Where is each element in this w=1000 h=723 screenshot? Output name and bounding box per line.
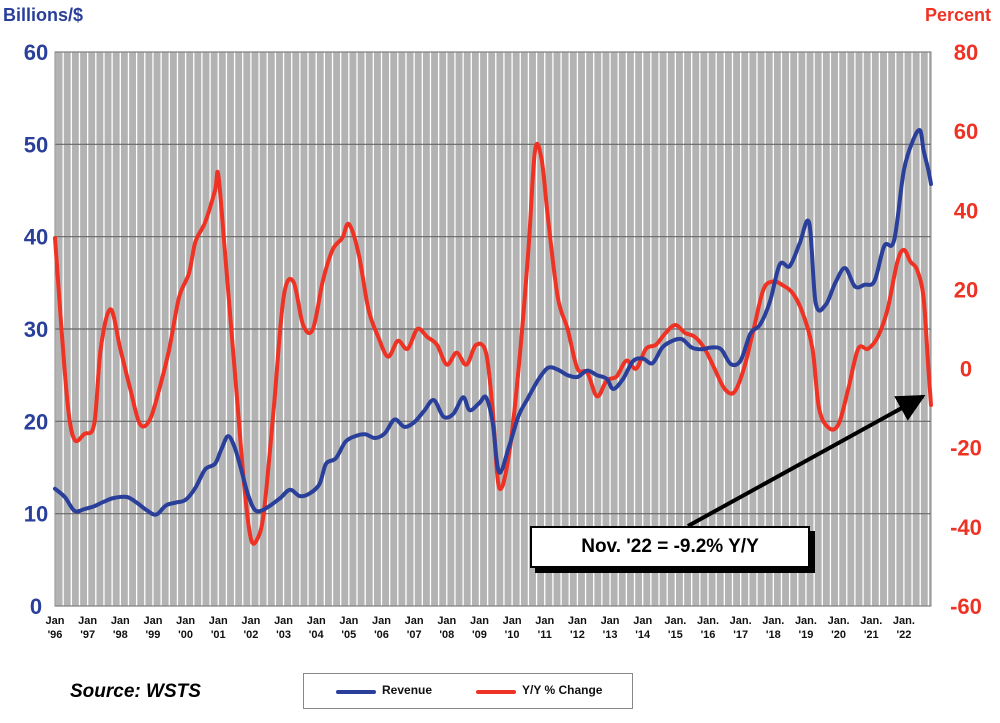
x-tick-label-month: Jan: [568, 615, 587, 627]
x-tick-label-month: Jan: [241, 615, 260, 627]
x-tick-label-year: '01: [211, 629, 226, 641]
x-tick-label-month: Jan.: [730, 615, 752, 627]
legend-swatch-revenue: [336, 690, 376, 694]
x-tick-label-year: '10: [505, 629, 520, 641]
x-tick-label-month: Jan: [372, 615, 391, 627]
x-tick-label-year: '18: [766, 629, 781, 641]
x-tick-label-month: Jan: [78, 615, 97, 627]
x-tick-label-year: '19: [799, 629, 814, 641]
x-tick-label-year: '04: [309, 629, 325, 641]
right-tick-label: -60: [950, 594, 982, 619]
x-tick-label-month: Jan.: [664, 615, 686, 627]
x-tick-label-month: Jan: [307, 615, 326, 627]
x-tick-label-month: Jan.: [795, 615, 817, 627]
x-tick-label-month: Jan.: [828, 615, 850, 627]
x-tick-label-year: '03: [276, 629, 291, 641]
grid-lines: [54, 51, 932, 607]
x-tick-label-month: Jan: [46, 615, 65, 627]
x-tick-label-year: '96: [48, 629, 63, 641]
x-tick-label-month: Jan: [176, 615, 195, 627]
x-tick-label-month: Jan: [274, 615, 293, 627]
x-tick-label-year: '08: [439, 629, 454, 641]
series-line-yoy: [53, 141, 933, 546]
x-tick-label-year: '20: [831, 629, 846, 641]
x-tick-label-year: '16: [701, 629, 716, 641]
x-tick-label-month: Jan: [339, 615, 358, 627]
right-tick-label: 0: [960, 357, 972, 382]
x-tick-label-year: '21: [864, 629, 879, 641]
left-tick-label: 30: [24, 317, 48, 342]
x-tick-label-year: '07: [407, 629, 422, 641]
x-tick-label-year: '09: [472, 629, 487, 641]
x-tick-label-year: '11: [538, 629, 552, 641]
x-tick-label-month: Jan.: [893, 615, 915, 627]
legend-label-yoy: Y/Y % Change: [522, 683, 603, 697]
left-tick-label: 60: [24, 40, 48, 65]
callout-arrow: [687, 394, 926, 528]
x-tick-label-year: '99: [146, 629, 161, 641]
series-layer: [53, 128, 933, 546]
x-tick-label-month: Jan: [633, 615, 652, 627]
x-tick-label-month: Jan: [535, 615, 554, 627]
x-tick-label-month: Jan: [405, 615, 424, 627]
source-label: Source: WSTS: [70, 681, 201, 702]
x-tick-label-year: '06: [374, 629, 389, 641]
right-tick-label: 20: [954, 277, 978, 302]
right-tick-label: 80: [954, 40, 978, 65]
right-tick-label: 60: [954, 119, 978, 144]
x-tick-label-month: Jan: [209, 615, 228, 627]
x-tick-label-month: Jan: [143, 615, 162, 627]
left-tick-label: 40: [24, 225, 48, 250]
x-tick-label-month: Jan: [601, 615, 620, 627]
series-line-revenue: [53, 128, 933, 517]
x-tick-label-year: '15: [668, 629, 683, 641]
legend-swatch-yoy: [476, 690, 516, 694]
x-tick-label-month: Jan.: [762, 615, 784, 627]
x-tick-label-month: Jan.: [697, 615, 719, 627]
x-tick-label-year: '00: [178, 629, 193, 641]
x-tick-label-year: '98: [113, 629, 128, 641]
x-tick-label-year: '97: [80, 629, 95, 641]
x-tick-label-year: '13: [603, 629, 618, 641]
right-axis-title: Percent: [925, 5, 991, 25]
left-tick-label: 0: [30, 594, 42, 619]
x-tick-label-year: '17: [733, 629, 748, 641]
x-tick-label-year: '12: [570, 629, 585, 641]
right-tick-label: -40: [950, 515, 982, 540]
legend-label-revenue: Revenue: [382, 683, 433, 697]
x-tick-label-year: '05: [341, 629, 356, 641]
x-tick-label-month: Jan: [470, 615, 489, 627]
left-tick-label: 10: [24, 502, 48, 527]
right-axis-ticks: -60 -40 -20 0 20 40 60 80: [950, 40, 982, 619]
legend: Revenue Y/Y % Change: [303, 673, 633, 709]
left-tick-label: 20: [24, 409, 48, 434]
x-axis-ticks: Jan '96 Jan '97 Jan '98 Jan '99 Jan '00 Jan '01 Jan '…: [46, 615, 915, 641]
right-tick-label: -20: [950, 436, 982, 461]
x-tick-label-year: '14: [635, 629, 651, 641]
right-tick-label: 40: [954, 198, 978, 223]
x-tick-label-month: Jan.: [860, 615, 882, 627]
x-tick-label-month: Jan: [503, 615, 522, 627]
plot-border: [54, 51, 932, 607]
x-tick-label-year: '02: [243, 629, 258, 641]
left-tick-label: 50: [24, 132, 48, 157]
left-axis-ticks: 0 10 20 30 40 50 60: [24, 40, 48, 619]
annotation-callout: Nov. '22 = -9.2% Y/Y: [530, 526, 810, 568]
x-tick-label-month: Jan: [111, 615, 130, 627]
x-tick-label-month: Jan: [437, 615, 456, 627]
x-tick-label-year: '22: [896, 629, 911, 641]
left-axis-title: Billions/$: [3, 5, 83, 25]
